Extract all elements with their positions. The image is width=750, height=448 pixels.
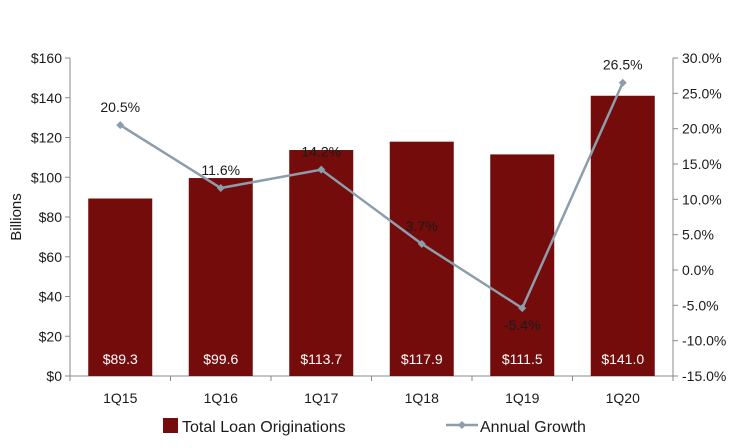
growth-data-label: 20.5% (100, 99, 140, 115)
right-tick-label: 20.0% (682, 121, 722, 137)
bar-data-label: $117.9 (401, 351, 443, 367)
right-tick-label: -5.0% (682, 297, 719, 313)
bar-1Q16 (188, 178, 253, 376)
legend-bar-label: Total Loan Originations (182, 419, 346, 436)
bars-layer (88, 95, 655, 376)
left-tick-label: $120 (31, 130, 62, 146)
right-tick-label: 15.0% (682, 156, 722, 172)
growth-data-label: 3.7% (406, 218, 438, 234)
growth-marker-1Q15 (116, 121, 125, 130)
x-tick-label: 1Q19 (505, 390, 539, 406)
bar-data-label: $113.7 (300, 351, 342, 367)
legend-line-label: Annual Growth (480, 419, 586, 436)
bar-data-label: $99.6 (203, 351, 238, 367)
growth-data-label: 26.5% (603, 57, 643, 73)
left-tick-label: $0 (46, 368, 62, 384)
growth-marker-1Q16 (216, 184, 225, 193)
line-layer (116, 78, 627, 313)
left-tick-label: $140 (31, 90, 62, 106)
growth-marker-1Q19 (518, 304, 527, 313)
growth-marker-1Q20 (618, 78, 627, 87)
legend-bar-swatch (163, 418, 178, 433)
right-tick-label: 5.0% (682, 227, 714, 243)
growth-data-label: 11.6% (201, 162, 240, 178)
legend: Total Loan Originations Annual Growth (163, 418, 586, 436)
x-tick-label: 1Q17 (304, 390, 338, 406)
left-tick-label: $100 (31, 169, 62, 185)
left-tick-label: $160 (31, 50, 62, 66)
bar-data-label: $141.0 (601, 351, 644, 367)
axes-layer: $0 $20 $40 $60 $80 $100 $120 $140 $160 -15.0% -10.… (8, 50, 726, 406)
right-tick-label: 0.0% (682, 262, 714, 278)
x-tick-label: 1Q15 (103, 390, 137, 406)
growth-line (119, 82, 624, 310)
bar-labels-layer: $89.3 $99.6 $113.7 $117.9 $111.5 $141.0 (103, 351, 645, 367)
legend-line-marker (458, 421, 466, 429)
growth-data-label: 14.2% (301, 144, 341, 160)
bar-data-label: $89.3 (103, 351, 138, 367)
bar-1Q15 (88, 198, 153, 376)
left-tick-label: $80 (39, 209, 63, 225)
bar-data-label: $111.5 (502, 351, 543, 367)
x-tick-label: 1Q18 (405, 390, 439, 406)
bar-1Q17 (289, 150, 354, 376)
line-labels-layer: 20.5% 11.6% 14.2% 3.7% -5.4% 26.5% (100, 57, 642, 333)
bar-1Q20 (590, 95, 655, 376)
right-tick-label: 25.0% (682, 85, 722, 101)
right-tick-label: -10.0% (682, 333, 726, 349)
growth-data-label: -5.4% (504, 317, 541, 333)
left-tick-label: $20 (39, 328, 63, 344)
growth-marker-1Q17 (317, 165, 326, 174)
right-tick-label: -15.0% (682, 368, 726, 384)
right-tick-label: 10.0% (682, 191, 722, 207)
x-tick-label: 1Q16 (204, 390, 238, 406)
y-axis-title: Billions (8, 193, 25, 241)
growth-marker-1Q18 (417, 239, 426, 248)
right-tick-label: 30.0% (682, 50, 722, 66)
bar-1Q19 (490, 154, 555, 376)
left-tick-label: $60 (39, 249, 63, 265)
x-tick-label: 1Q20 (606, 390, 640, 406)
left-tick-label: $40 (39, 289, 63, 305)
